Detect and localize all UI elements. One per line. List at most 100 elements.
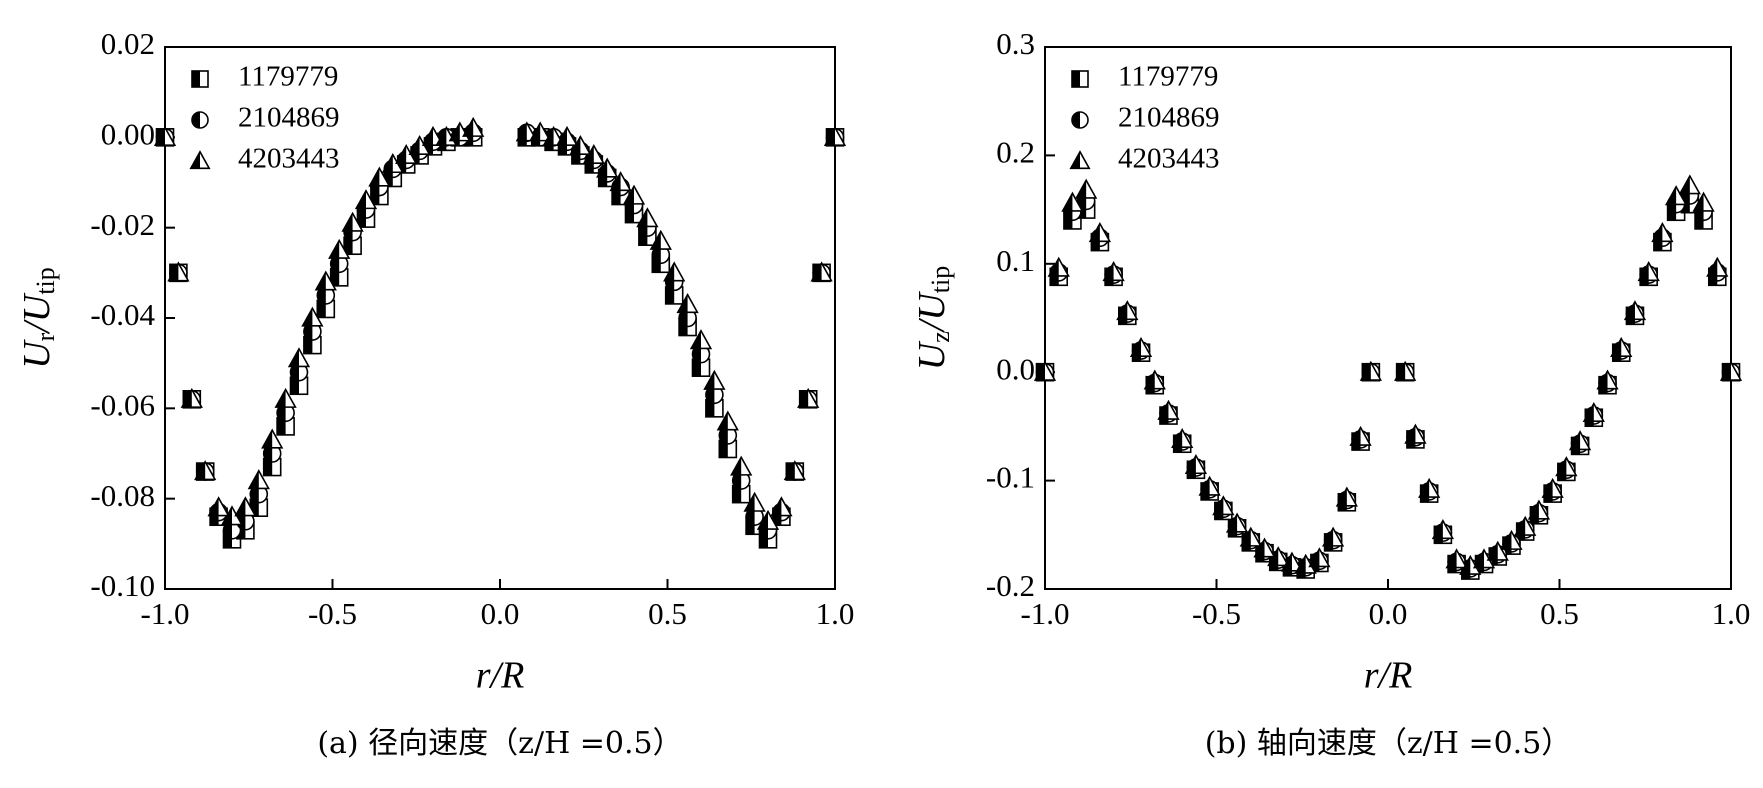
marker (1033, 360, 1057, 381)
marker-fill (249, 470, 259, 489)
marker-fill (303, 336, 313, 354)
marker (636, 207, 659, 228)
marker-fill (1117, 301, 1128, 320)
marker (249, 484, 269, 504)
marker (1198, 475, 1221, 496)
caption: (b) 轴向速度（z/H =0.5） (1205, 726, 1572, 761)
marker-fill (357, 210, 366, 228)
marker (1486, 540, 1509, 561)
marker (1225, 512, 1249, 533)
marker-fill (263, 445, 273, 462)
marker (596, 157, 619, 178)
marker (1321, 526, 1345, 547)
marker-fill (250, 485, 259, 503)
marker-fill (731, 457, 742, 475)
marker (745, 507, 764, 527)
marker (368, 166, 391, 187)
marker (1527, 499, 1551, 520)
marker-fill (1680, 175, 1690, 194)
y-tick-label: -0.10 (90, 568, 155, 603)
marker (622, 184, 646, 205)
y-tick-label: -0.2 (986, 568, 1035, 603)
marker (354, 189, 378, 210)
marker (276, 417, 295, 436)
marker (783, 460, 806, 481)
marker (515, 121, 538, 142)
marker (1171, 427, 1194, 449)
marker-fill (625, 205, 634, 223)
marker (274, 387, 297, 408)
marker-fill (692, 359, 701, 377)
legend-label: 4203443 (1118, 143, 1220, 175)
marker-fill (665, 286, 675, 304)
y-label-part: /U (16, 292, 58, 335)
y-tick-label: 0.2 (996, 135, 1035, 170)
marker-fill (289, 348, 299, 367)
marker-fill (423, 127, 433, 146)
marker (1623, 300, 1647, 321)
marker-fill (195, 461, 206, 480)
marker (261, 428, 284, 449)
marker (287, 347, 311, 368)
marker (555, 125, 579, 146)
y-axis-label: Uz/Utip (911, 266, 955, 370)
marker (247, 469, 270, 490)
marker (718, 426, 738, 445)
x-tick-label: 0.5 (1540, 596, 1579, 631)
marker-fill (356, 190, 366, 209)
marker-fill (450, 123, 460, 141)
marker (1418, 477, 1441, 498)
y-label-part: /U (911, 291, 953, 334)
marker-fill (1695, 211, 1704, 229)
marker-fill (638, 228, 648, 246)
marker (1596, 369, 1619, 390)
marker (1555, 456, 1578, 477)
marker-fill (1103, 262, 1114, 281)
x-tick-label: -0.5 (1192, 596, 1241, 631)
y-tick-label: -0.04 (90, 297, 155, 332)
marker-fill (1652, 223, 1663, 242)
marker (609, 171, 632, 192)
marker (329, 268, 349, 287)
x-tick-label: 1.0 (816, 596, 855, 631)
y-label-part: tip (31, 267, 60, 294)
marker-fill (732, 472, 742, 490)
y-axis-label: Ur/Utip (16, 267, 60, 369)
y-tick-label: 0.3 (996, 26, 1035, 61)
marker-fill (692, 345, 701, 363)
marker-fill (759, 530, 768, 548)
marker-fill (1515, 517, 1526, 536)
marker (276, 403, 295, 423)
marker (1349, 425, 1372, 446)
marker (663, 261, 686, 282)
marker-fill (610, 172, 621, 191)
marker-fill (344, 237, 353, 255)
marker (1610, 336, 1633, 357)
marker-fill (290, 377, 299, 395)
marker-fill (1337, 488, 1347, 506)
marker-fill (277, 404, 286, 422)
marker-fill (1638, 262, 1649, 281)
marker (705, 399, 724, 418)
marker-fill (584, 145, 594, 164)
y-tick-label: 0.0 (996, 351, 1035, 386)
marker (716, 410, 739, 431)
marker (1514, 515, 1537, 536)
chart: -1.0 -0.5 0.0 0.5 1.0 0.3 0.2 0.1 0.0 -0.1 -0.2 r/R… (911, 26, 1751, 761)
marker-fill (652, 246, 661, 264)
legend-label: 2104869 (238, 102, 340, 134)
marker (1308, 547, 1331, 568)
x-tick-label: -1.0 (1020, 596, 1069, 631)
marker (743, 491, 766, 512)
marker (421, 125, 445, 146)
marker-fill (262, 430, 273, 448)
marker (262, 444, 282, 463)
marker (730, 455, 753, 476)
marker-fill (1474, 549, 1485, 568)
marker (1061, 191, 1084, 212)
marker-fill (1062, 193, 1073, 211)
marker-fill (330, 255, 340, 273)
marker (314, 270, 337, 291)
marker (462, 116, 485, 137)
marker (1047, 256, 1070, 277)
